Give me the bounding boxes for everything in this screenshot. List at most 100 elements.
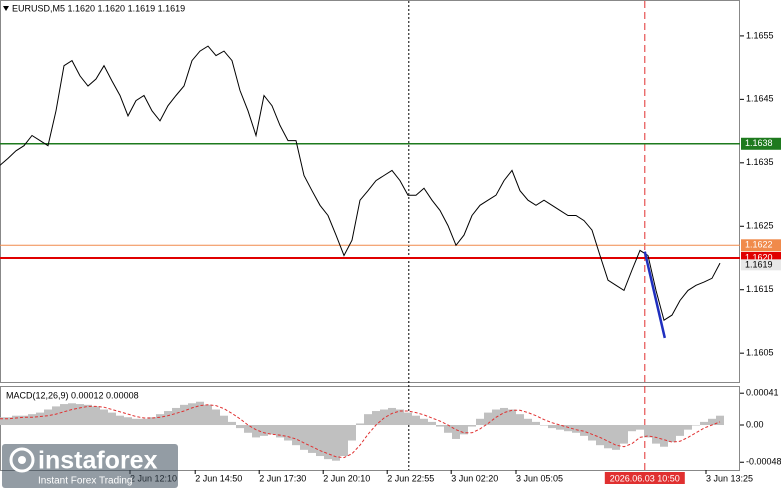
logo-tagline: Instant Forex Trading <box>38 476 133 487</box>
current-price-tag <box>741 259 781 271</box>
macd-bar <box>660 425 668 447</box>
macd-bar <box>188 403 196 426</box>
y-tick-label: 1.1645 <box>746 94 774 104</box>
macd-bar <box>196 401 204 426</box>
macd-bar <box>148 417 156 426</box>
macd-bar <box>476 418 484 426</box>
price-line <box>0 45 721 321</box>
macd-bar <box>60 404 68 426</box>
macd-bar <box>4 417 12 426</box>
x-tick-label: 3 Jun 13:25 <box>706 473 753 483</box>
price-tag <box>741 137 781 150</box>
title-arrow <box>3 6 9 11</box>
logo-icon-dot <box>18 456 26 464</box>
macd-bar <box>220 415 228 426</box>
macd-bar <box>316 425 324 457</box>
macd-bar <box>300 425 308 450</box>
macd-bar <box>0 417 4 426</box>
macd-bar <box>260 425 268 436</box>
macd-bar <box>692 425 700 426</box>
macd-bar <box>604 425 612 449</box>
macd-bar <box>588 425 596 441</box>
y-tick-label: -0.00048 <box>746 457 781 467</box>
macd-bar <box>596 425 604 446</box>
price-tag <box>741 251 781 264</box>
macd-bar <box>684 425 692 430</box>
macd-bar <box>132 418 140 426</box>
macd-bar <box>580 425 588 436</box>
macd-bar <box>76 404 84 426</box>
macd-bar <box>436 425 444 427</box>
macd-bar <box>564 425 572 432</box>
macd-bar <box>124 417 132 426</box>
macd-bar <box>276 425 284 438</box>
macd-bar <box>452 425 460 439</box>
x-tick-label: 2 Jun 14:50 <box>195 473 242 483</box>
logo: instaforex Instant Forex Trading <box>2 444 178 488</box>
time-tag-label: 2026.06.03 10:50 <box>610 473 680 483</box>
macd-bar <box>700 421 708 426</box>
macd-bar <box>676 425 684 436</box>
macd-title: MACD(12,26,9) 0.00012 0.00008 <box>6 390 139 400</box>
macd-bar <box>620 425 628 444</box>
macd-bar <box>572 425 580 433</box>
macd-bar <box>412 415 420 426</box>
macd-bar <box>716 415 724 426</box>
macd-bar <box>116 415 124 426</box>
macd-bar <box>388 407 396 426</box>
macd-bar <box>428 421 436 426</box>
forecast-line <box>643 251 667 339</box>
logo-name: instaforex <box>38 447 158 475</box>
macd-bar <box>236 425 244 429</box>
price-tag-label: 1.1620 <box>745 252 773 262</box>
logo-bg <box>2 444 178 488</box>
macd-bar <box>228 421 236 426</box>
chart-title: EURUSD,M5 1.1620 1.1620 1.1619 1.1619 <box>12 3 185 13</box>
macd-bar <box>508 409 516 426</box>
macd-bar <box>420 418 428 426</box>
macd-bar <box>396 409 404 426</box>
macd-bar <box>28 414 36 426</box>
macd-bar <box>244 425 252 433</box>
y-tick-label: 1.1635 <box>746 157 774 167</box>
macd-bar <box>628 425 636 432</box>
macd-bar <box>284 425 292 441</box>
macd-bar <box>460 425 468 435</box>
macd-bar <box>332 425 340 461</box>
signal-line <box>0 404 721 459</box>
macd-bar <box>44 409 52 426</box>
macd-bar <box>484 412 492 426</box>
macd-bar <box>108 412 116 426</box>
time-tag <box>604 472 685 484</box>
x-tick-label: 2 Jun 22:55 <box>387 473 434 483</box>
macd-bar <box>380 409 388 426</box>
macd-bar <box>204 404 212 426</box>
logo-icon <box>9 447 35 473</box>
macd-bar <box>540 425 548 426</box>
x-tick-label: 3 Jun 05:05 <box>516 473 563 483</box>
macd-bar <box>92 406 100 426</box>
macd-bar <box>268 425 276 435</box>
y-tick-label: 0.00 <box>746 419 764 429</box>
y-tick-label: 1.1605 <box>746 348 774 358</box>
macd-bar <box>644 425 652 438</box>
macd-bar <box>708 418 716 426</box>
price-tag <box>741 239 781 252</box>
macd-bar <box>652 425 660 444</box>
macd-bar <box>444 425 452 433</box>
macd-bar <box>212 409 220 426</box>
macd-bar <box>156 414 164 426</box>
y-tick-label: 1.1625 <box>746 221 774 231</box>
price-tag-label: 1.1622 <box>745 240 773 250</box>
macd-bar <box>404 412 412 426</box>
macd-bar <box>308 425 316 453</box>
macd-bar <box>340 425 348 457</box>
macd-bar <box>84 404 92 426</box>
x-tick-label: 2 Jun 20:10 <box>323 473 370 483</box>
y-tick-label: 1.1615 <box>746 284 774 294</box>
y-tick-label: 1.1655 <box>746 30 774 40</box>
macd-bar <box>612 425 620 450</box>
macd-bar <box>500 407 508 426</box>
macd-bar <box>548 425 556 429</box>
